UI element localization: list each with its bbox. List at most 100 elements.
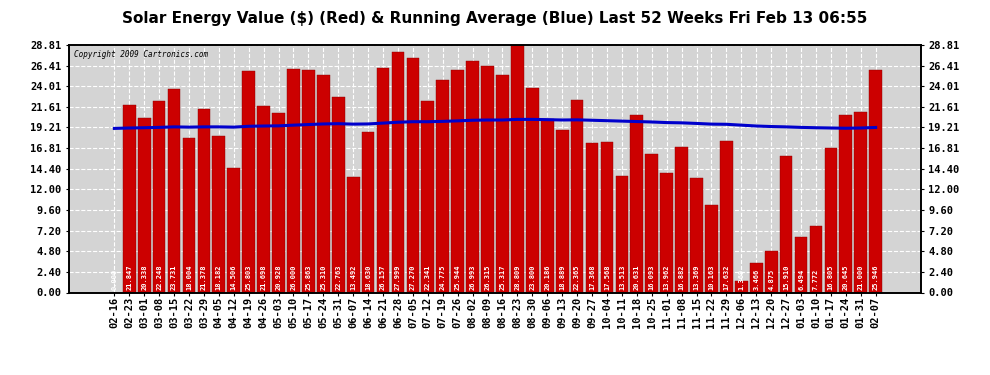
Text: Solar Energy Value ($) (Red) & Running Average (Blue) Last 52 Weeks Fri Feb 13 0: Solar Energy Value ($) (Red) & Running A…: [123, 11, 867, 26]
Bar: [526, 88, 539, 292]
Bar: [601, 142, 613, 292]
Bar: [243, 71, 255, 292]
Bar: [705, 205, 718, 292]
Bar: [152, 101, 165, 292]
Text: 25.944: 25.944: [454, 264, 460, 290]
Bar: [437, 80, 449, 292]
Text: 18.630: 18.630: [365, 264, 371, 290]
Text: 3.466: 3.466: [753, 268, 759, 290]
Bar: [287, 69, 300, 292]
Bar: [228, 168, 241, 292]
Bar: [272, 113, 285, 292]
Bar: [377, 68, 389, 292]
Bar: [616, 176, 629, 292]
Text: 26.315: 26.315: [484, 264, 490, 290]
Text: 13.962: 13.962: [663, 264, 669, 290]
Bar: [182, 138, 195, 292]
Text: 18.182: 18.182: [216, 264, 222, 290]
Text: 25.317: 25.317: [500, 264, 506, 290]
Text: 20.631: 20.631: [634, 264, 640, 290]
Text: 16.093: 16.093: [648, 264, 654, 290]
Text: 25.863: 25.863: [305, 264, 312, 290]
Text: 21.847: 21.847: [127, 264, 133, 290]
Bar: [481, 66, 494, 292]
Bar: [869, 70, 882, 292]
Text: 22.763: 22.763: [336, 264, 342, 290]
Text: 27.270: 27.270: [410, 264, 416, 290]
Bar: [198, 109, 210, 292]
Text: 17.368: 17.368: [589, 264, 595, 290]
Text: 23.731: 23.731: [171, 264, 177, 290]
Bar: [749, 263, 762, 292]
Text: 17.632: 17.632: [724, 264, 730, 290]
Text: 7.772: 7.772: [813, 268, 819, 290]
Text: 13.513: 13.513: [619, 264, 625, 290]
Text: 25.946: 25.946: [872, 264, 879, 290]
Text: 20.645: 20.645: [842, 264, 848, 290]
Text: 13.492: 13.492: [350, 264, 356, 290]
Bar: [825, 148, 838, 292]
Bar: [213, 136, 225, 292]
Text: 20.338: 20.338: [142, 264, 148, 290]
Text: 6.494: 6.494: [798, 268, 804, 290]
Text: 25.803: 25.803: [246, 264, 251, 290]
Bar: [541, 119, 553, 292]
Bar: [496, 75, 509, 292]
Bar: [795, 237, 808, 292]
Bar: [645, 154, 658, 292]
Text: 4.875: 4.875: [768, 268, 774, 290]
Bar: [660, 172, 673, 292]
Text: 0.000: 0.000: [111, 268, 118, 290]
Bar: [392, 52, 404, 292]
Bar: [810, 226, 823, 292]
Text: 28.809: 28.809: [515, 264, 521, 290]
Bar: [257, 106, 270, 292]
Text: 22.341: 22.341: [425, 264, 431, 290]
Bar: [346, 177, 359, 292]
Text: Copyright 2009 Cartronics.com: Copyright 2009 Cartronics.com: [73, 50, 208, 59]
Bar: [422, 100, 435, 292]
Text: 18.889: 18.889: [559, 264, 565, 290]
Bar: [571, 100, 583, 292]
Bar: [123, 105, 136, 292]
Bar: [720, 141, 733, 292]
Text: 20.186: 20.186: [544, 264, 550, 290]
Text: 13.369: 13.369: [694, 264, 700, 290]
Bar: [735, 281, 747, 292]
Bar: [332, 97, 345, 292]
Bar: [361, 132, 374, 292]
Text: 14.506: 14.506: [231, 264, 237, 290]
Bar: [451, 70, 464, 292]
Bar: [466, 61, 479, 292]
Bar: [690, 178, 703, 292]
Text: 24.775: 24.775: [440, 264, 446, 290]
Text: 22.365: 22.365: [574, 264, 580, 290]
Bar: [407, 58, 419, 292]
Text: 16.805: 16.805: [828, 264, 834, 290]
Bar: [765, 251, 777, 292]
Text: 20.928: 20.928: [275, 264, 281, 290]
Text: 18.004: 18.004: [186, 264, 192, 290]
Text: 26.000: 26.000: [290, 264, 296, 290]
Text: 21.000: 21.000: [857, 264, 863, 290]
Bar: [555, 130, 568, 292]
Text: 1.369: 1.369: [739, 268, 744, 290]
Text: 25.310: 25.310: [321, 264, 327, 290]
Text: 15.910: 15.910: [783, 264, 789, 290]
Bar: [138, 118, 150, 292]
Text: 26.157: 26.157: [380, 264, 386, 290]
Text: 17.568: 17.568: [604, 264, 610, 290]
Bar: [631, 115, 644, 292]
Text: 23.800: 23.800: [530, 264, 536, 290]
Bar: [780, 156, 792, 292]
Bar: [675, 147, 688, 292]
Bar: [167, 88, 180, 292]
Bar: [317, 75, 330, 292]
Bar: [586, 143, 598, 292]
Text: 26.993: 26.993: [469, 264, 475, 290]
Text: 27.999: 27.999: [395, 264, 401, 290]
Text: 22.248: 22.248: [156, 264, 162, 290]
Text: 21.698: 21.698: [260, 264, 266, 290]
Text: 10.163: 10.163: [709, 264, 715, 290]
Text: 21.378: 21.378: [201, 264, 207, 290]
